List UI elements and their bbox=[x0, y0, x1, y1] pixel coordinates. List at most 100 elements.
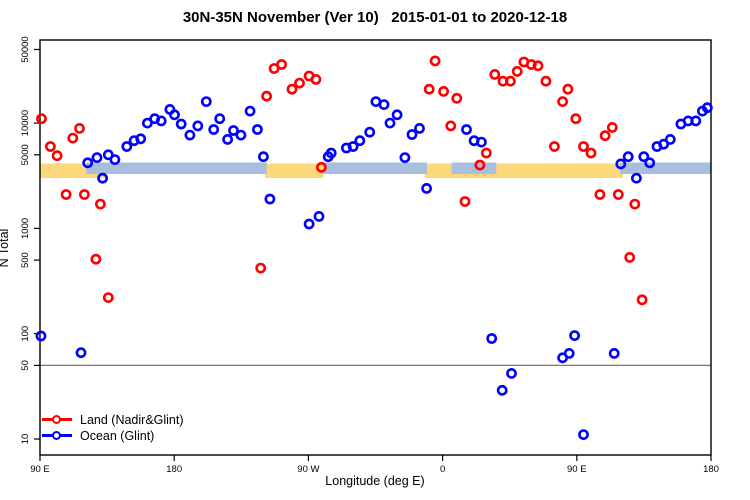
land-point bbox=[294, 77, 305, 89]
ocean-point bbox=[75, 347, 87, 359]
ocean-point bbox=[664, 133, 676, 145]
ocean-strip-segment bbox=[620, 162, 711, 174]
land-point bbox=[578, 141, 589, 152]
ocean-point bbox=[175, 118, 187, 130]
ocean-point bbox=[347, 141, 359, 152]
ocean-point bbox=[192, 120, 204, 132]
ocean-point bbox=[414, 122, 425, 134]
land-point bbox=[570, 113, 582, 125]
land-point bbox=[549, 141, 560, 152]
land-point bbox=[532, 60, 544, 72]
ocean-point bbox=[313, 210, 325, 222]
ocean-point bbox=[486, 333, 498, 344]
legend: Land (Nadir&Glint) Ocean (Glint) bbox=[42, 412, 184, 443]
ocean-legend-symbol bbox=[42, 428, 72, 443]
land-point bbox=[459, 196, 471, 207]
land-point bbox=[557, 96, 568, 107]
ocean-point bbox=[690, 115, 702, 127]
ocean-point bbox=[235, 129, 247, 141]
land-point bbox=[474, 159, 486, 171]
x-tick-label: 90 E bbox=[30, 464, 50, 475]
ocean-point bbox=[303, 218, 315, 230]
land-point bbox=[438, 86, 449, 97]
legend-label-ocean: Ocean (Glint) bbox=[80, 428, 155, 443]
y-tick-label: 50 bbox=[20, 360, 31, 371]
land-point bbox=[60, 189, 72, 200]
x-tick-label: 180 bbox=[166, 464, 182, 475]
x-tick-label: 90 W bbox=[297, 464, 319, 475]
ocean-point bbox=[622, 151, 634, 163]
legend-label-land: Land (Nadir&Glint) bbox=[80, 412, 184, 427]
ocean-point bbox=[496, 384, 508, 396]
ocean-point bbox=[608, 347, 620, 359]
land-point bbox=[624, 251, 636, 263]
ocean-point bbox=[141, 117, 153, 129]
land-point bbox=[636, 294, 648, 306]
ocean-point bbox=[638, 151, 650, 163]
land-point bbox=[599, 130, 611, 142]
ocean-strip-segment bbox=[323, 162, 427, 174]
x-tick-label: 90 E bbox=[567, 464, 587, 475]
ocean-point bbox=[35, 330, 47, 342]
land-point bbox=[102, 292, 114, 303]
land-point bbox=[286, 83, 298, 95]
ocean-point bbox=[244, 105, 256, 117]
ocean-point bbox=[378, 99, 390, 110]
ocean-point bbox=[569, 330, 580, 341]
ocean-point bbox=[631, 172, 642, 184]
ocean-point bbox=[506, 367, 517, 379]
land-point bbox=[504, 75, 516, 87]
land-point bbox=[276, 59, 287, 70]
land-point bbox=[79, 189, 90, 200]
ocean-point bbox=[135, 133, 147, 145]
ocean-point bbox=[200, 96, 212, 107]
x-tick-label: 0 bbox=[440, 464, 445, 475]
ocean-point bbox=[121, 141, 133, 152]
ocean-point bbox=[109, 154, 121, 165]
land-point bbox=[606, 122, 618, 133]
ocean-point bbox=[251, 124, 263, 135]
land-point bbox=[562, 83, 574, 95]
land-point bbox=[261, 90, 272, 102]
land-point bbox=[423, 83, 435, 95]
land-point bbox=[540, 75, 552, 87]
land-point bbox=[67, 132, 79, 144]
ocean-point bbox=[184, 129, 196, 141]
ocean-point bbox=[208, 124, 220, 135]
ocean-strip-segment bbox=[451, 162, 497, 174]
ocean-point bbox=[384, 117, 396, 129]
land-point bbox=[451, 92, 463, 104]
ocean-point bbox=[155, 115, 167, 127]
y-tick-label: 1000 bbox=[20, 218, 31, 239]
ocean-point bbox=[391, 109, 403, 121]
ocean-point bbox=[228, 125, 239, 136]
ocean-point bbox=[578, 429, 589, 440]
land-point bbox=[255, 262, 267, 274]
ocean-point bbox=[658, 138, 669, 150]
y-axis-title: N Total bbox=[0, 228, 11, 268]
chart-title: 30N-35N November (Ver 10) 2015-01-01 to … bbox=[182, 9, 568, 26]
y-tick-label: 100 bbox=[20, 326, 31, 342]
land-strip-segment bbox=[265, 163, 324, 178]
ocean-point bbox=[406, 129, 418, 140]
legend-row-land: Land (Nadir&Glint) bbox=[42, 412, 184, 427]
land-point bbox=[489, 69, 501, 80]
ocean-point bbox=[615, 158, 627, 170]
y-tick-label: 10000 bbox=[20, 110, 31, 136]
land-point bbox=[629, 198, 641, 210]
ocean-point bbox=[97, 172, 108, 184]
land-point bbox=[480, 147, 492, 159]
land-point bbox=[36, 113, 47, 125]
ocean-point bbox=[325, 147, 337, 159]
ocean-point bbox=[102, 149, 114, 161]
y-tick-label: 500 bbox=[20, 252, 31, 268]
plot-border bbox=[39, 39, 712, 456]
land-point bbox=[315, 161, 327, 173]
ocean-point bbox=[214, 113, 226, 125]
ocean-point bbox=[264, 193, 276, 205]
land-point bbox=[90, 253, 102, 265]
land-point bbox=[594, 189, 606, 200]
ocean-point bbox=[701, 102, 713, 114]
